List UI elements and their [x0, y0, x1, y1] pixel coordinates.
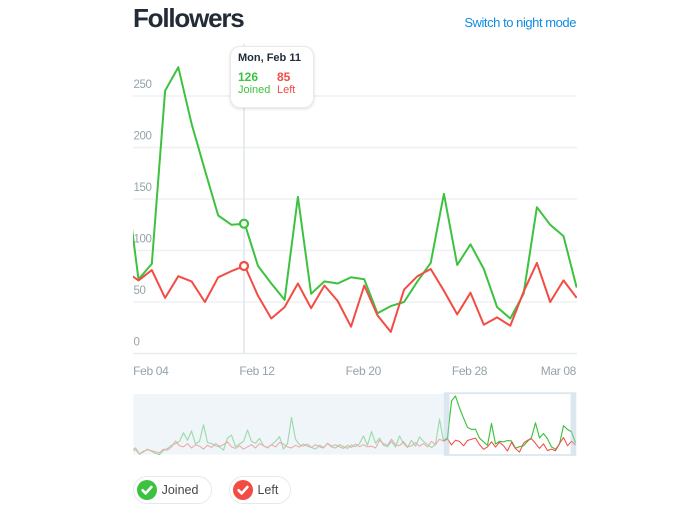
svg-text:50: 50 — [134, 285, 146, 297]
svg-text:150: 150 — [134, 182, 152, 194]
svg-text:200: 200 — [134, 131, 152, 143]
svg-text:250: 250 — [134, 79, 152, 91]
svg-text:0: 0 — [134, 337, 140, 349]
svg-text:100: 100 — [134, 234, 152, 246]
